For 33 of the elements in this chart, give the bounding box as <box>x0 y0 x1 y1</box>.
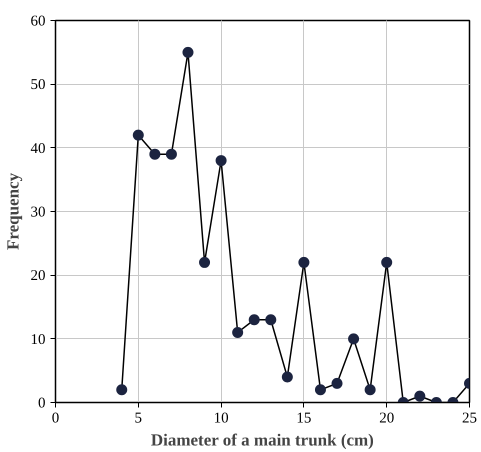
point <box>332 378 343 389</box>
point <box>232 326 244 338</box>
x-tick-label: 5 <box>134 410 142 426</box>
point <box>381 256 392 268</box>
point <box>414 390 426 402</box>
point <box>116 384 128 396</box>
y-tick-label: 60 <box>30 14 46 30</box>
x-axis-title: Diameter of a main trunk (cm) <box>150 430 374 450</box>
y-tick-label: 50 <box>30 77 46 94</box>
y-tick-label: 40 <box>30 140 46 157</box>
point <box>166 148 177 160</box>
point <box>149 148 160 160</box>
point <box>182 46 194 58</box>
y-tick-label: 0 <box>38 396 46 412</box>
point <box>216 155 227 166</box>
y-tick-label: 10 <box>30 332 46 348</box>
x-tick-label: 10 <box>214 410 229 426</box>
y-tick-label: 30 <box>30 204 46 220</box>
point <box>282 372 293 383</box>
point <box>348 333 360 344</box>
point <box>265 314 276 326</box>
point <box>248 314 260 326</box>
x-tick-label: 15 <box>296 410 312 426</box>
point <box>132 130 144 141</box>
x-tick-label: 20 <box>379 410 394 426</box>
point <box>364 384 376 396</box>
point <box>314 384 326 396</box>
point <box>298 256 310 268</box>
y-tick-label: 20 <box>30 268 46 284</box>
y-axis-title: Frequency <box>4 172 22 250</box>
point <box>199 256 210 268</box>
x-tick-label: 0 <box>52 410 60 426</box>
x-tick-label: 25 <box>462 410 477 426</box>
